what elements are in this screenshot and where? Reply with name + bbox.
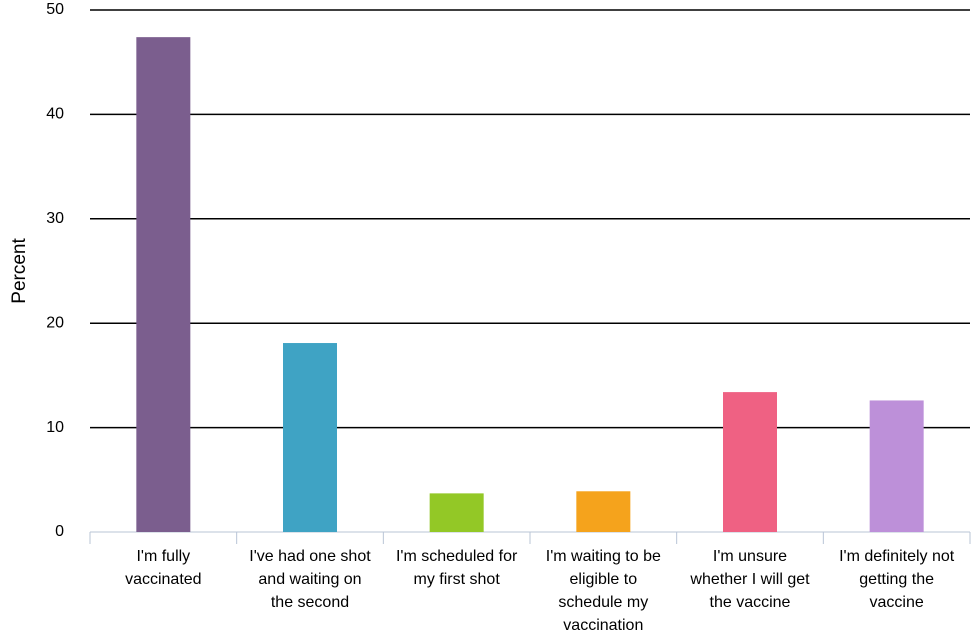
y-axis-label: Percent <box>9 238 30 304</box>
x-tick-label: I'm unsure whether I will get the vaccin… <box>690 548 810 611</box>
x-tick-label-box: I'm unsure whether I will get the vaccin… <box>690 548 810 611</box>
y-tick-label: 40 <box>46 106 64 123</box>
x-tick-label: I'm scheduled for my first shot <box>395 548 518 588</box>
y-tick-label: 10 <box>46 419 64 436</box>
x-tick-label-box: I've had one shot and waiting on the sec… <box>249 548 371 611</box>
x-tick-label: I've had one shot and waiting on the sec… <box>249 548 371 611</box>
bar <box>283 343 337 532</box>
bar <box>576 491 631 532</box>
bar <box>723 392 777 532</box>
x-tick-label-box: I'm scheduled for my first shot <box>395 548 518 588</box>
x-tick-label: I'm waiting to be eligible to schedule m… <box>545 548 661 634</box>
x-tick-label-box: I'm definitely not getting the vaccine <box>839 548 955 611</box>
bar <box>136 37 191 532</box>
y-tick-label: 50 <box>46 1 64 18</box>
x-tick-label: I'm definitely not getting the vaccine <box>839 548 955 611</box>
y-tick-label: 0 <box>55 523 64 540</box>
bar <box>429 493 484 532</box>
y-tick-label: 20 <box>46 314 64 331</box>
x-tick-label-box: I'm fully vaccinated <box>125 548 202 588</box>
bar <box>869 400 924 532</box>
y-tick-label: 30 <box>46 210 64 227</box>
x-tick-label: I'm fully vaccinated <box>125 548 202 588</box>
x-tick-label-box: I'm waiting to be eligible to schedule m… <box>545 548 661 634</box>
